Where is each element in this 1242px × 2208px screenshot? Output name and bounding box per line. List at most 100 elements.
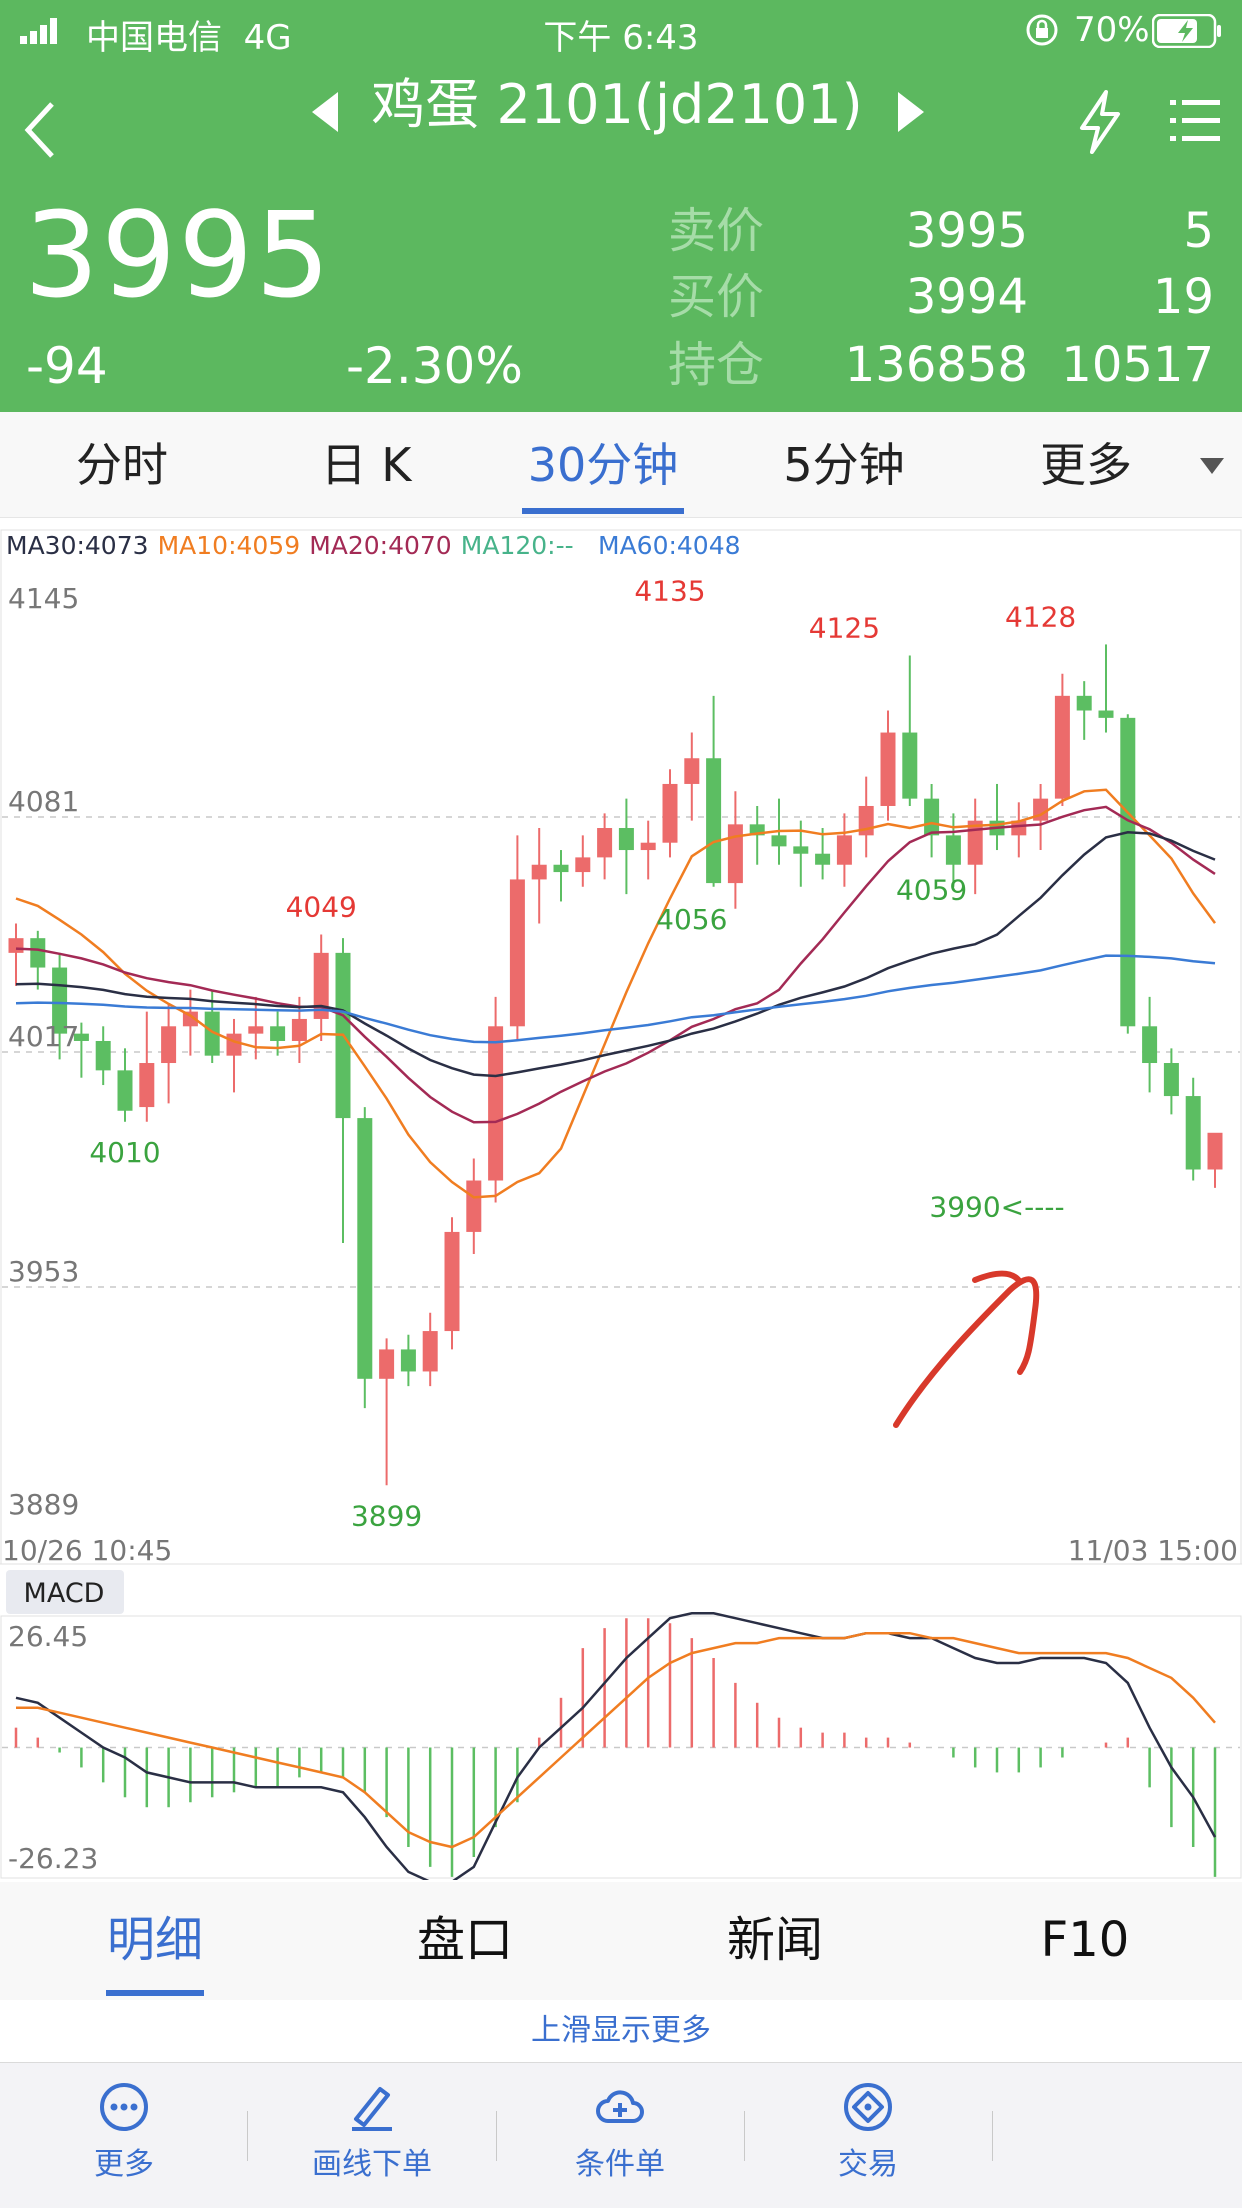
- candle: [139, 1011, 155, 1122]
- next-contract-icon[interactable]: [896, 90, 926, 134]
- candle-body: [509, 879, 525, 1027]
- contract-title[interactable]: 鸡蛋 2101(jd2101): [371, 73, 863, 136]
- candle: [815, 828, 831, 880]
- candle-body: [945, 835, 961, 865]
- conditional-order-button[interactable]: 条件单: [496, 2063, 744, 2208]
- price-extreme-label: 4135: [634, 575, 705, 608]
- candle: [924, 783, 940, 858]
- tab-news[interactable]: 新闻: [726, 1912, 823, 1968]
- candle-body: [618, 828, 634, 851]
- ma60-line: [15, 954, 1216, 1044]
- active-tab-underline: [522, 508, 684, 514]
- candle: [226, 1018, 242, 1093]
- candle-body: [1207, 1132, 1223, 1170]
- tab-order-book[interactable]: 盘口: [416, 1912, 513, 1968]
- candle-body: [749, 824, 765, 836]
- candle-body: [379, 1349, 395, 1379]
- candle: [313, 934, 329, 1041]
- battery-icon: [1152, 14, 1221, 48]
- detail-tab-underline: [106, 1990, 204, 1996]
- candle: [73, 1022, 89, 1078]
- detail-tabs: 明细 盘口 新闻 F10: [0, 1882, 1242, 2000]
- tab-more-periods[interactable]: 更多: [1040, 438, 1132, 492]
- macd-tick-label: 26.45: [8, 1620, 88, 1653]
- lightning-icon[interactable]: [1076, 90, 1124, 154]
- ma-legend-item: MA10:4059: [158, 531, 301, 560]
- candle: [640, 820, 656, 880]
- battery-percent: 70%: [1074, 10, 1150, 50]
- candle: [95, 1026, 111, 1086]
- candle: [618, 798, 634, 895]
- candle: [1054, 673, 1070, 806]
- candle: [706, 695, 722, 887]
- candle-body: [226, 1033, 242, 1056]
- swipe-up-hint[interactable]: 上滑显示更多: [0, 2000, 1242, 2062]
- candle: [488, 996, 504, 1203]
- candle-body: [488, 1026, 504, 1181]
- ask-price: 3995: [905, 203, 1028, 259]
- candle: [444, 1217, 460, 1350]
- nav-bar: 鸡蛋 2101(jd2101): [0, 70, 1242, 190]
- candle-body: [924, 798, 940, 836]
- toolbar-divider: [992, 2111, 993, 2161]
- trade-label: 交易: [838, 2147, 898, 2182]
- ma-legend-item: MA120:--: [461, 531, 574, 560]
- bid-volume: 19: [1152, 269, 1214, 325]
- candle: [727, 791, 743, 909]
- candle-body: [836, 835, 852, 865]
- ma-legend-item: MA30:4073: [6, 531, 149, 560]
- candle-body: [575, 857, 591, 873]
- candle: [335, 938, 351, 1243]
- candle: [1098, 644, 1114, 733]
- candle: [379, 1338, 395, 1486]
- trade-icon: [844, 2083, 892, 2131]
- kline-chart-svg[interactable]: MA30:4073 MA10:4059 MA20:4070 MA120:-- MA60:…: [0, 520, 1242, 1880]
- draw-line-label: 画线下单: [312, 2147, 432, 2182]
- y-tick-label: 4017: [8, 1020, 79, 1053]
- tab-f10[interactable]: F10: [1040, 1912, 1130, 1968]
- prev-contract-icon[interactable]: [310, 90, 340, 134]
- signal-icon: [20, 18, 57, 44]
- candle-body: [902, 732, 918, 799]
- tab-daily-k[interactable]: 日 K: [320, 438, 412, 492]
- price-extreme-label: 3899: [351, 1499, 422, 1532]
- candle: [684, 732, 700, 821]
- candle: [553, 850, 569, 902]
- candle-body: [684, 758, 700, 784]
- price-extreme-label: 3990<----: [929, 1191, 1064, 1224]
- candle: [1207, 1132, 1223, 1188]
- carrier-label: 中国电信 4G: [86, 18, 292, 58]
- draw-line-order-button[interactable]: 画线下单: [248, 2063, 496, 2208]
- candle-body: [640, 842, 656, 851]
- quote-header: 中国电信 4G 下午 6:43 70% 鸡蛋 2101(jd2101): [0, 0, 1242, 412]
- candle-body: [444, 1231, 460, 1332]
- status-time: 下午 6:43: [543, 18, 699, 58]
- price-extreme-label: 4056: [656, 903, 727, 936]
- period-tabs: 分时 日 K 30分钟 5分钟 更多: [0, 412, 1242, 518]
- candle: [1185, 1077, 1201, 1181]
- candle: [967, 798, 983, 895]
- candle-body: [8, 938, 24, 953]
- candle-body: [706, 758, 722, 884]
- toolbar-divider: [496, 2111, 497, 2161]
- candle-body: [357, 1118, 373, 1379]
- dropdown-triangle-icon[interactable]: [1200, 458, 1224, 474]
- draw-line-icon: [352, 2087, 392, 2131]
- candle-body: [880, 732, 896, 806]
- ma10-line: [15, 788, 1217, 1199]
- tab-5min[interactable]: 5分钟: [783, 438, 905, 492]
- tab-details[interactable]: 明细: [106, 1912, 203, 1968]
- candle: [357, 1107, 373, 1409]
- candle: [575, 835, 591, 887]
- more-button[interactable]: 更多: [0, 2063, 248, 2208]
- menu-list-icon[interactable]: [1170, 96, 1220, 146]
- macd-dea-line: [16, 1631, 1216, 1849]
- tab-intraday[interactable]: 分时: [76, 438, 168, 492]
- tab-30min[interactable]: 30分钟: [527, 438, 679, 492]
- back-chevron-icon[interactable]: [20, 100, 60, 160]
- kline-chart[interactable]: MA30:4073 MA10:4059 MA20:4070 MA120:-- MA60:…: [0, 520, 1242, 1880]
- trade-button[interactable]: 交易: [744, 2063, 992, 2208]
- candle-body: [117, 1070, 133, 1111]
- hand-drawn-annotation: [893, 1276, 1040, 1428]
- y-tick-label: 3889: [8, 1488, 79, 1521]
